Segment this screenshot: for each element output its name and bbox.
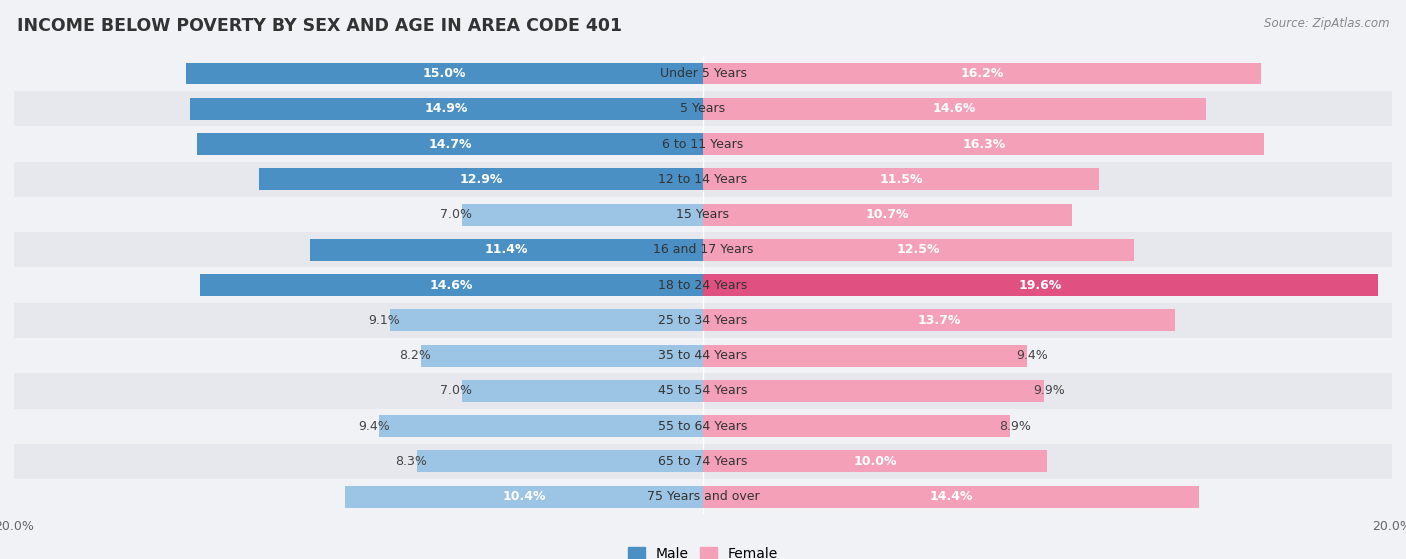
- Bar: [703, 133, 1264, 155]
- Text: 12 to 14 Years: 12 to 14 Years: [658, 173, 748, 186]
- Text: 19.6%: 19.6%: [1019, 278, 1062, 292]
- Text: 14.9%: 14.9%: [425, 102, 468, 115]
- Legend: Male, Female: Male, Female: [623, 542, 783, 559]
- Text: 6 to 11 Years: 6 to 11 Years: [662, 138, 744, 150]
- Bar: [311, 239, 703, 260]
- Text: 35 to 44 Years: 35 to 44 Years: [658, 349, 748, 362]
- Bar: [14, 444, 1392, 479]
- Text: 9.4%: 9.4%: [1017, 349, 1049, 362]
- Text: 13.7%: 13.7%: [917, 314, 960, 327]
- Text: 12.9%: 12.9%: [460, 173, 502, 186]
- Bar: [197, 133, 703, 155]
- Bar: [461, 203, 703, 225]
- Bar: [703, 203, 1071, 225]
- Bar: [259, 168, 703, 190]
- Bar: [14, 303, 1392, 338]
- Bar: [703, 98, 1206, 120]
- Bar: [418, 451, 703, 472]
- Text: 5 Years: 5 Years: [681, 102, 725, 115]
- Bar: [14, 91, 1392, 126]
- Text: 65 to 74 Years: 65 to 74 Years: [658, 455, 748, 468]
- Text: 25 to 34 Years: 25 to 34 Years: [658, 314, 748, 327]
- Text: Source: ZipAtlas.com: Source: ZipAtlas.com: [1264, 17, 1389, 30]
- Bar: [461, 380, 703, 402]
- Bar: [14, 126, 1392, 162]
- Bar: [703, 63, 1261, 84]
- Bar: [14, 232, 1392, 267]
- Bar: [420, 345, 703, 367]
- Text: 8.2%: 8.2%: [399, 349, 430, 362]
- Bar: [14, 409, 1392, 444]
- Bar: [14, 197, 1392, 232]
- Text: 18 to 24 Years: 18 to 24 Years: [658, 278, 748, 292]
- Bar: [703, 486, 1199, 508]
- Text: 12.5%: 12.5%: [897, 243, 941, 257]
- Bar: [389, 310, 703, 331]
- Text: 8.9%: 8.9%: [1000, 420, 1031, 433]
- Bar: [200, 274, 703, 296]
- Bar: [703, 415, 1010, 437]
- Bar: [190, 98, 703, 120]
- Bar: [703, 239, 1133, 260]
- Bar: [380, 415, 703, 437]
- Bar: [344, 486, 703, 508]
- Bar: [703, 274, 1378, 296]
- Text: 14.7%: 14.7%: [427, 138, 471, 150]
- Text: 10.4%: 10.4%: [502, 490, 546, 503]
- Text: 8.3%: 8.3%: [395, 455, 427, 468]
- Text: 7.0%: 7.0%: [440, 208, 472, 221]
- Bar: [14, 267, 1392, 303]
- Text: 15.0%: 15.0%: [423, 67, 467, 80]
- Bar: [703, 451, 1047, 472]
- Text: 75 Years and over: 75 Years and over: [647, 490, 759, 503]
- Text: 9.1%: 9.1%: [368, 314, 399, 327]
- Bar: [14, 56, 1392, 91]
- Text: 11.4%: 11.4%: [485, 243, 529, 257]
- Text: 14.6%: 14.6%: [932, 102, 976, 115]
- Text: INCOME BELOW POVERTY BY SEX AND AGE IN AREA CODE 401: INCOME BELOW POVERTY BY SEX AND AGE IN A…: [17, 17, 621, 35]
- Bar: [703, 345, 1026, 367]
- Text: 55 to 64 Years: 55 to 64 Years: [658, 420, 748, 433]
- Bar: [14, 479, 1392, 514]
- Text: Under 5 Years: Under 5 Years: [659, 67, 747, 80]
- Text: 16.3%: 16.3%: [962, 138, 1005, 150]
- Text: 10.7%: 10.7%: [866, 208, 910, 221]
- Bar: [186, 63, 703, 84]
- Text: 9.9%: 9.9%: [1033, 385, 1066, 397]
- Bar: [14, 373, 1392, 409]
- Text: 15 Years: 15 Years: [676, 208, 730, 221]
- Text: 45 to 54 Years: 45 to 54 Years: [658, 385, 748, 397]
- Text: 10.0%: 10.0%: [853, 455, 897, 468]
- Text: 14.4%: 14.4%: [929, 490, 973, 503]
- Text: 9.4%: 9.4%: [357, 420, 389, 433]
- Text: 7.0%: 7.0%: [440, 385, 472, 397]
- Bar: [14, 162, 1392, 197]
- Bar: [703, 310, 1175, 331]
- Bar: [14, 338, 1392, 373]
- Text: 14.6%: 14.6%: [430, 278, 474, 292]
- Text: 16.2%: 16.2%: [960, 67, 1004, 80]
- Bar: [703, 168, 1099, 190]
- Text: 11.5%: 11.5%: [879, 173, 922, 186]
- Text: 16 and 17 Years: 16 and 17 Years: [652, 243, 754, 257]
- Bar: [703, 380, 1045, 402]
